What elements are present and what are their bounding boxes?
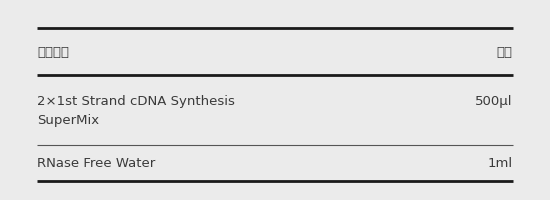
Text: RNase Free Water: RNase Free Water	[37, 157, 156, 169]
Text: 1ml: 1ml	[487, 157, 513, 169]
Text: 产品组成: 产品组成	[37, 46, 69, 59]
Text: 500μl: 500μl	[475, 95, 513, 108]
Text: 2×1st Strand cDNA Synthesis: 2×1st Strand cDNA Synthesis	[37, 95, 235, 108]
Text: 体积: 体积	[497, 46, 513, 59]
Text: SuperMix: SuperMix	[37, 113, 100, 126]
